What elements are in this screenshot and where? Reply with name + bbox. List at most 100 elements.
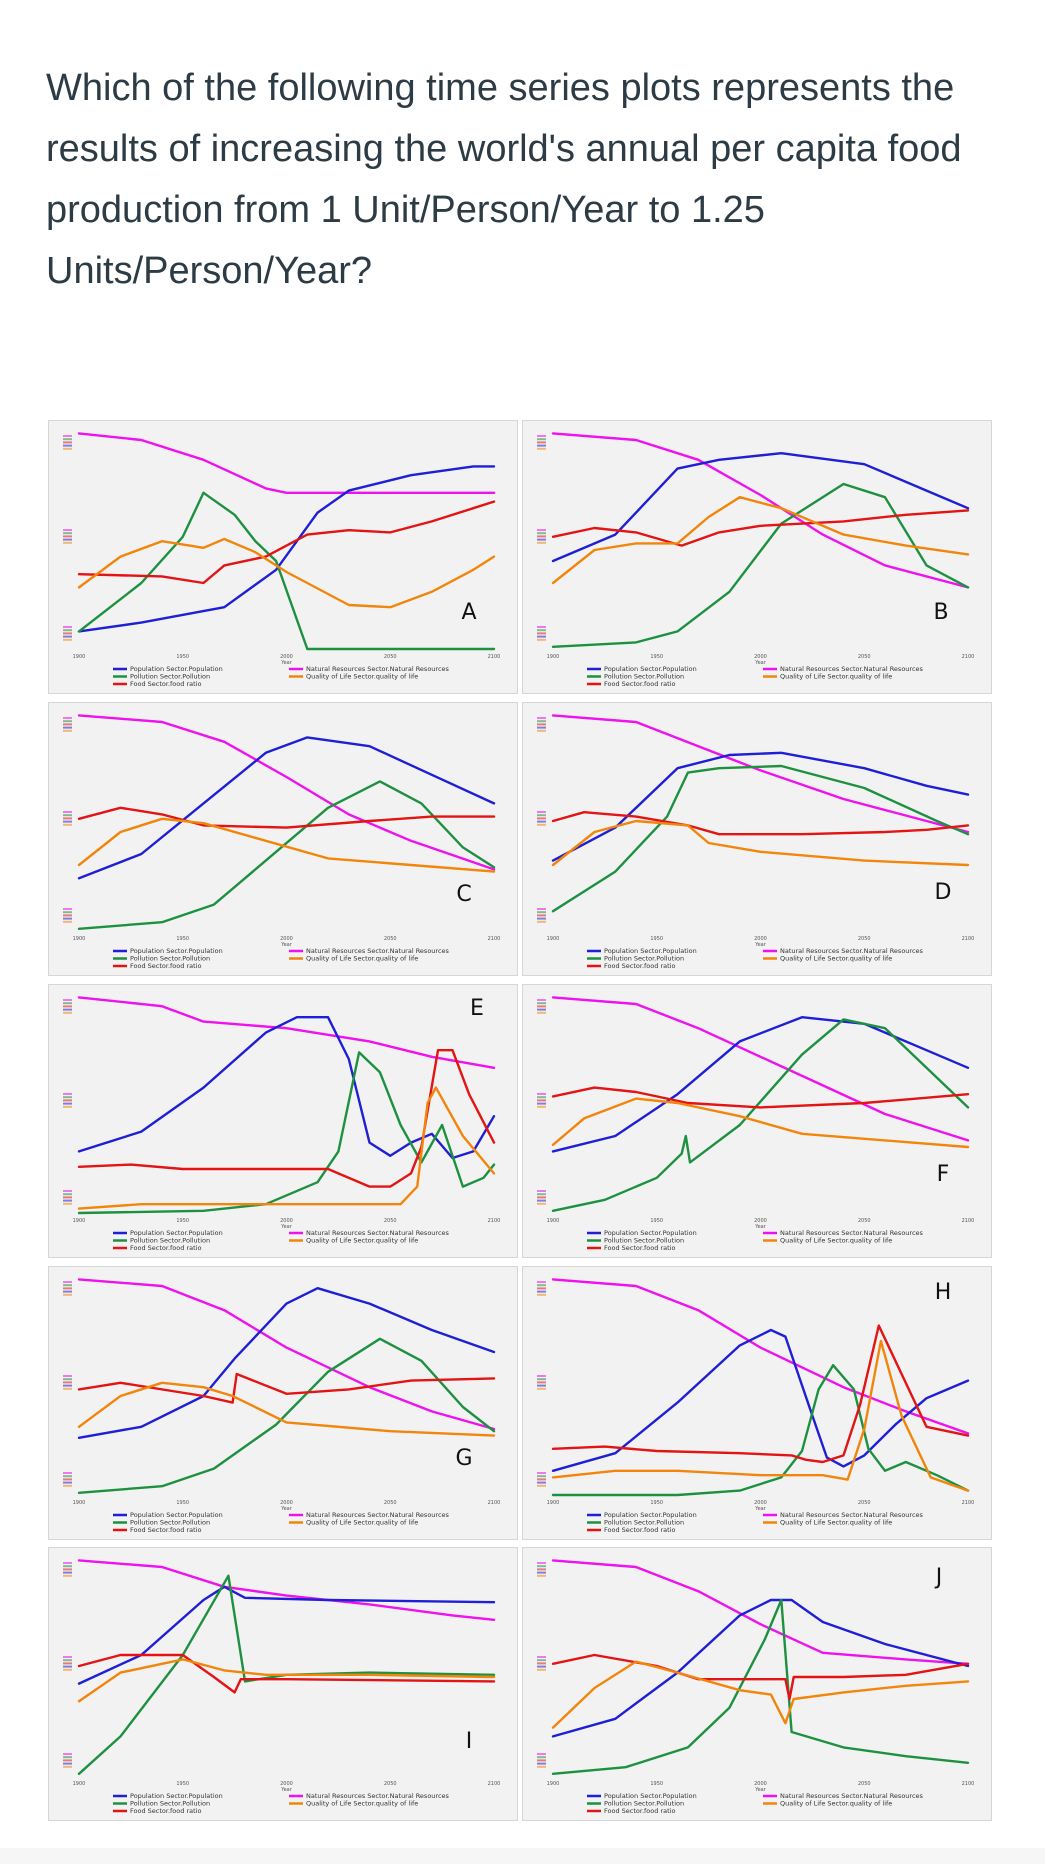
chart-svg: 1900 1950 2000 2050 2100 Year E Population Sect… (63, 996, 501, 1252)
axis-scale-mark (63, 1290, 72, 1293)
axis-scale-mark (537, 635, 546, 638)
x-tick-label: 1950 (650, 1781, 663, 1787)
series-line-natural-resources (551, 714, 970, 834)
question-text: Which of the following time series plots… (46, 67, 962, 292)
legend-label: Natural Resources Sector.Natural Resourc… (306, 947, 450, 955)
x-axis-label: Year (754, 1506, 767, 1512)
series-line-natural-resources (551, 996, 970, 1142)
axis-scale-mark (537, 1759, 546, 1762)
chart-panel-a[interactable]: 1900 1950 2000 2050 2100 Year A Population Sect… (48, 420, 518, 694)
legend-label: Natural Resources Sector.Natural Resourc… (306, 1229, 450, 1237)
axis-scale-mark (537, 908, 546, 910)
chart-panel-e[interactable]: 1900 1950 2000 2050 2100 Year E Population Sect… (48, 984, 518, 1258)
axis-scale-mark (63, 729, 72, 732)
axis-scale-mark (537, 917, 546, 920)
panel-letter: H (935, 1280, 952, 1305)
axis-scale-mark (63, 1105, 72, 1108)
axis-scale-mark (537, 1202, 546, 1205)
x-tick-label: 2050 (384, 936, 397, 942)
axis-scale-mark (63, 1196, 72, 1199)
axis-scale-mark (537, 1011, 546, 1014)
x-tick-label: 1900 (73, 1500, 86, 1506)
axis-scale-mark (537, 1093, 546, 1095)
axis-scale-mark (63, 541, 72, 544)
axis-scale-mark (63, 1574, 72, 1577)
legend-label: Population Sector.Population (604, 1229, 697, 1237)
chart-panel-c[interactable]: 1900 1950 2000 2050 2100 Year C Population Sect… (48, 702, 518, 976)
series-line-quality-of_life (77, 1658, 496, 1703)
axis-scale-mark (537, 626, 546, 628)
axis-scale-mark (63, 1199, 72, 1202)
axis-scale-mark (63, 1759, 72, 1762)
x-tick-label: 2050 (858, 1218, 871, 1224)
x-tick-label: 2100 (488, 1218, 501, 1224)
x-tick-label: 2000 (280, 936, 293, 942)
axis-scale-mark (63, 638, 72, 641)
x-tick-label: 1950 (650, 1500, 663, 1506)
x-axis-label: Year (280, 942, 293, 948)
axis-scale-mark (63, 817, 72, 820)
legend-label: Quality of Life Sector.quality of life (306, 1519, 418, 1527)
axis-scale-mark (537, 1375, 546, 1377)
axis-scale-mark (537, 1290, 546, 1293)
axis-scale-mark (63, 1665, 72, 1668)
chart-panel-j[interactable]: 1900 1950 2000 2050 2100 Year J Population Sect… (522, 1547, 992, 1821)
chart-panel-i[interactable]: 1900 1950 2000 2050 2100 Year I Population Sect… (48, 1547, 518, 1821)
axis-scale-mark (63, 441, 72, 444)
series-line-natural-resources (77, 996, 496, 1069)
legend-label: Population Sector.Population (130, 1229, 223, 1237)
axis-scale-mark (537, 535, 546, 538)
x-tick-label: 2000 (280, 1218, 293, 1224)
axis-scale-mark (63, 1568, 72, 1571)
axis-scale-mark (537, 441, 546, 444)
series-line-pollution (551, 764, 970, 913)
axis-scale-mark (537, 914, 546, 917)
axis-scale-mark (63, 1765, 72, 1768)
legend-label: Food Sector.food ratio (604, 1244, 675, 1252)
axis-scale-mark (537, 1378, 546, 1381)
x-tick-label: 1900 (73, 1781, 86, 1787)
legend-label: Population Sector.Population (604, 1511, 697, 1519)
axis-scale-mark (63, 1472, 72, 1474)
axis-scale-mark (63, 723, 72, 726)
axis-scale-mark (537, 1568, 546, 1571)
legend-label: Food Sector.food ratio (604, 962, 675, 970)
x-axis-label: Year (754, 660, 767, 666)
axis-scale-mark (63, 1662, 72, 1665)
x-tick-label: 1900 (547, 936, 560, 942)
axis-scale-mark (537, 541, 546, 544)
series-line-quality-of_life (77, 537, 496, 609)
axis-scale-mark (63, 811, 72, 813)
legend-label: Quality of Life Sector.quality of life (780, 955, 892, 963)
axis-scale-mark (537, 1562, 546, 1564)
axis-scale-mark (63, 1565, 72, 1568)
axis-scale-mark (537, 1193, 546, 1196)
axis-scale-mark (537, 629, 546, 632)
legend-label: Quality of Life Sector.quality of life (780, 1519, 892, 1527)
x-tick-label: 1950 (650, 654, 663, 660)
axis-scale-mark (537, 532, 546, 535)
axis-scale-mark (537, 632, 546, 635)
axis-scale-mark (63, 908, 72, 910)
chart-svg: 1900 1950 2000 2050 2100 Year A Population Sect… (63, 432, 501, 688)
chart-panel-d[interactable]: 1900 1950 2000 2050 2100 Year D Population Sect… (522, 702, 992, 976)
chart-panel-b[interactable]: 1900 1950 2000 2050 2100 Year B Population Sect… (522, 420, 992, 694)
legend-label: Natural Resources Sector.Natural Resourc… (780, 947, 924, 955)
chart-panel-h[interactable]: 1900 1950 2000 2050 2100 Year H Population Sect… (522, 1266, 992, 1540)
series-line-food-ratio (551, 509, 970, 547)
series-line-natural-resources (77, 432, 496, 494)
x-tick-label: 2100 (488, 654, 501, 660)
chart-panel-f[interactable]: 1900 1950 2000 2050 2100 Year F Population Sect… (522, 984, 992, 1258)
legend-label: Pollution Sector.Pollution (130, 673, 210, 681)
series-line-food-ratio (77, 1653, 496, 1694)
series-line-food-ratio (551, 811, 970, 836)
chart-panel-g[interactable]: 1900 1950 2000 2050 2100 Year G Population Sect… (48, 1266, 518, 1540)
axis-scale-mark (537, 1287, 546, 1290)
axis-scale-mark (537, 1753, 546, 1755)
x-tick-label: 2050 (384, 1218, 397, 1224)
axis-scale-mark (63, 1478, 72, 1481)
x-tick-label: 2000 (280, 1500, 293, 1506)
series-line-food-ratio (551, 1324, 970, 1464)
axis-scale-mark (63, 629, 72, 632)
axis-scale-mark (537, 1002, 546, 1005)
